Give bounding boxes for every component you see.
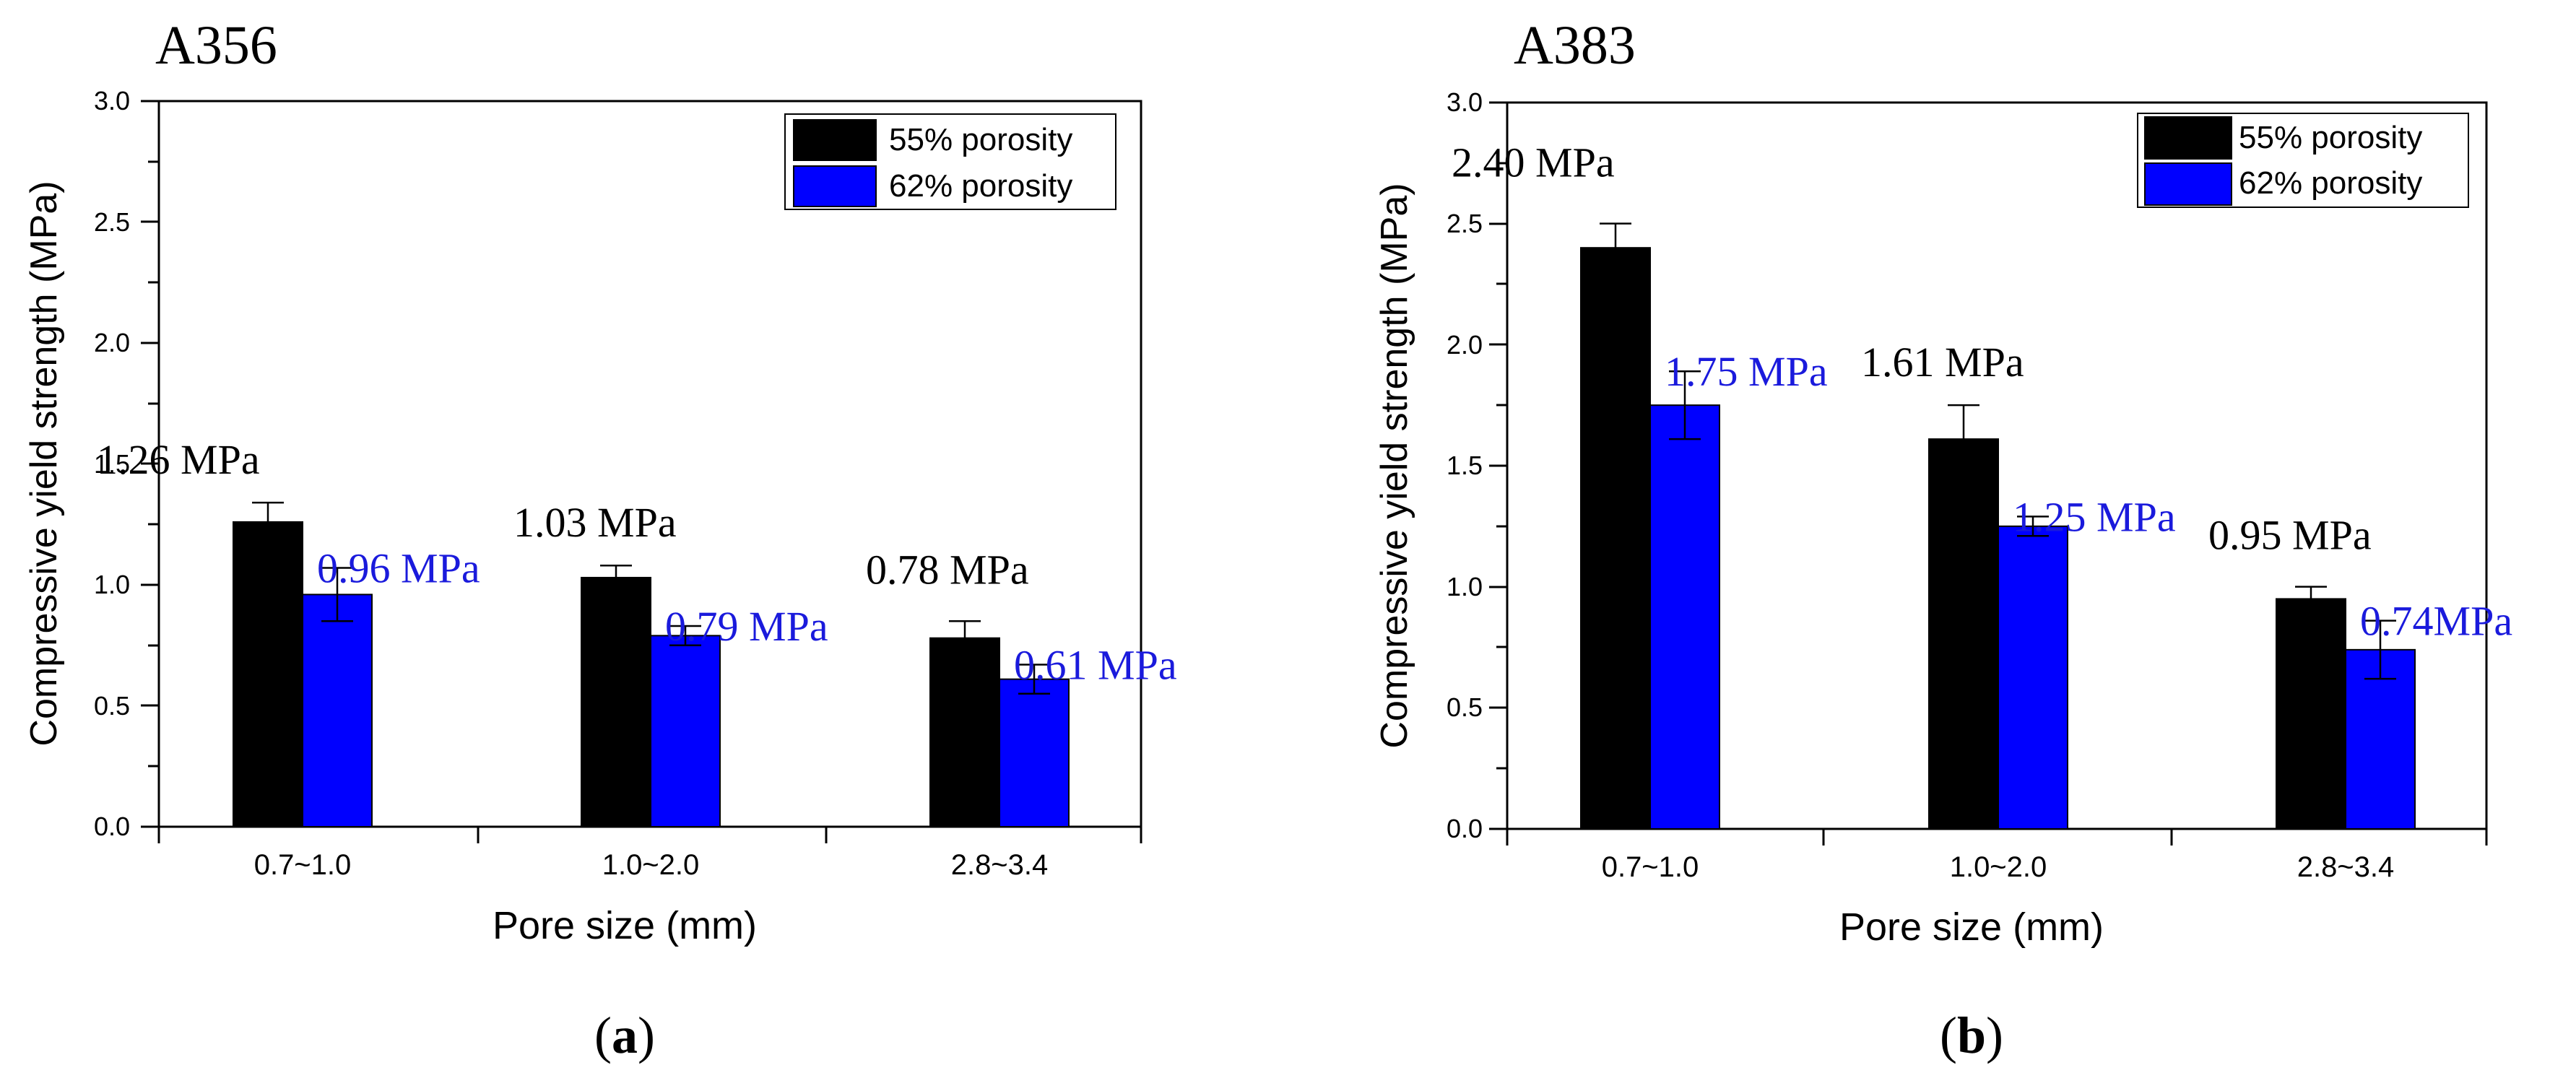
y-tick-label: 2.5 <box>1447 209 1483 238</box>
data-label-62-2: 0.79 MPa <box>665 603 828 650</box>
legend-swatch-62 <box>793 165 877 207</box>
data-label-62-2: 1.25 MPa <box>2013 493 2176 540</box>
x-tick-label: 2.8~3.4 <box>951 849 1049 881</box>
x-axis-b: 0.7~1.0 1.0~2.0 2.8~3.4 Pore size (mm) <box>1506 829 2488 949</box>
bars-a: 1.26 MPa 1.03 MPa 0.78 MPa 0.96 MPa 0.79 MPa… <box>97 436 1177 828</box>
y-axis-label-b: Compressive yield strength (MPa) <box>1374 183 1415 748</box>
y-tick-label: 2.0 <box>94 328 130 357</box>
svg-text:(a): (a) <box>594 1007 655 1064</box>
y-ticks-b <box>1489 101 1507 830</box>
legend-swatch-55 <box>2144 116 2232 160</box>
panel-label-a: (a) <box>594 1007 655 1064</box>
y-tick-label: 0.5 <box>94 691 130 721</box>
legend-label-55: 55% porosity <box>2239 120 2422 155</box>
legend-label-62: 62% porosity <box>2239 165 2422 201</box>
panel-letter-a: a <box>612 1007 638 1064</box>
error-bar-62-3 <box>1018 664 1050 695</box>
legend-b: 55% porosity 62% porosity <box>2137 113 2469 208</box>
x-ticks-b <box>1506 829 2488 846</box>
panel-letter-b: b <box>1957 1007 1986 1064</box>
data-label-62-1: 1.75 MPa <box>1665 348 1828 395</box>
error-bar-55-2 <box>1948 404 1979 474</box>
data-label-55-1: 1.26 MPa <box>97 436 260 483</box>
legend-swatch-55 <box>793 119 877 161</box>
x-axis-label-a: Pore size (mm) <box>493 904 757 947</box>
chart-title-b: A383 <box>1514 15 1636 76</box>
chart-title-a: A356 <box>155 15 277 76</box>
x-axis-a: 0.7~1.0 1.0~2.0 2.8~3.4 Pore size (mm) <box>157 827 1142 947</box>
y-tick-label: 0.0 <box>94 812 130 841</box>
data-label-62-3: 0.61 MPa <box>1014 642 1177 689</box>
y-axis-a: 3.0 2.5 2.0 1.5 1.0 0.5 0.0 <box>23 86 159 841</box>
legend-label-62: 62% porosity <box>889 168 1072 204</box>
x-tick-label: 1.0~2.0 <box>602 849 700 881</box>
bar-55-2 <box>1928 438 1999 830</box>
x-tick-label: 2.8~3.4 <box>2297 851 2395 883</box>
error-bar-55-1 <box>1600 222 1631 273</box>
bar-62-2 <box>650 635 721 827</box>
svg-text:(b): (b) <box>1940 1007 2003 1064</box>
y-tick-label: 3.0 <box>94 86 130 116</box>
y-tick-label: 3.0 <box>1447 87 1483 117</box>
legend-swatch-62 <box>2144 162 2232 206</box>
bar-55-1 <box>1580 247 1651 830</box>
y-axis-b: 3.0 2.5 2.0 1.5 1.0 0.5 0.0 <box>1374 87 1507 843</box>
y-tick-label: 1.5 <box>1447 451 1483 480</box>
panel-label-b: (b) <box>1940 1007 2003 1064</box>
bar-62-3 <box>999 678 1070 828</box>
x-ticks-a <box>157 827 1142 843</box>
legend-a: 55% porosity 62% porosity <box>784 113 1116 210</box>
y-tick-label: 1.0 <box>94 570 130 599</box>
x-tick-label: 0.7~1.0 <box>1602 851 1699 883</box>
bar-62-2 <box>1998 525 2068 830</box>
x-axis-label-b: Pore size (mm) <box>1839 905 2104 949</box>
data-label-62-3: 0.74MPa <box>2360 598 2512 645</box>
x-tick-label: 1.0~2.0 <box>1950 851 2047 883</box>
y-tick-label: 2.0 <box>1447 330 1483 360</box>
bar-62-1 <box>302 594 373 828</box>
bar-55-3 <box>2276 598 2346 830</box>
error-bar-62-2 <box>669 625 701 646</box>
data-label-55-1: 2.40 MPa <box>1452 139 1615 186</box>
chart-panel-b: A383 3.0 2.5 2.0 1.5 1.0 0.5 0.0 <box>1374 15 2512 1064</box>
error-bar-55-3 <box>2295 586 2327 612</box>
y-axis-label-a: Compressive yield strength (MPa) <box>23 181 65 746</box>
data-label-55-2: 1.03 MPa <box>513 499 677 546</box>
data-label-62-1: 0.96 MPa <box>317 545 480 592</box>
error-bar-62-1 <box>321 567 353 622</box>
error-bar-55-2 <box>600 564 632 591</box>
bar-55-2 <box>581 576 651 827</box>
y-ticks-a <box>141 100 159 828</box>
chart-panel-a: A356 3.0 2.5 2.0 1.5 1.0 0.5 0.0 <box>23 15 1177 1064</box>
error-bar-62-2 <box>2017 516 2049 537</box>
data-label-55-3: 0.78 MPa <box>866 546 1029 593</box>
y-tick-label: 0.0 <box>1447 814 1483 843</box>
error-bar-55-1 <box>252 501 284 542</box>
data-label-55-3: 0.95 MPa <box>2208 512 2372 559</box>
y-tick-label: 2.5 <box>94 207 130 237</box>
x-tick-label: 0.7~1.0 <box>254 849 352 881</box>
y-tick-label: 0.5 <box>1447 692 1483 722</box>
error-bar-62-3 <box>2364 620 2396 680</box>
legend-label-55: 55% porosity <box>889 122 1072 157</box>
error-bar-55-3 <box>949 620 981 656</box>
bar-62-1 <box>1649 404 1720 830</box>
y-tick-label: 1.5 <box>94 449 130 479</box>
y-tick-label: 1.0 <box>1447 572 1483 601</box>
bar-55-3 <box>929 637 1000 827</box>
data-label-55-2: 1.61 MPa <box>1861 339 2024 386</box>
error-bar-62-1 <box>1669 370 1701 440</box>
bars-b: 2.40 MPa 1.61 MPa 0.95 MPa 1.75 MPa 1.25 MPa… <box>1452 139 2512 830</box>
bar-55-1 <box>233 521 303 828</box>
